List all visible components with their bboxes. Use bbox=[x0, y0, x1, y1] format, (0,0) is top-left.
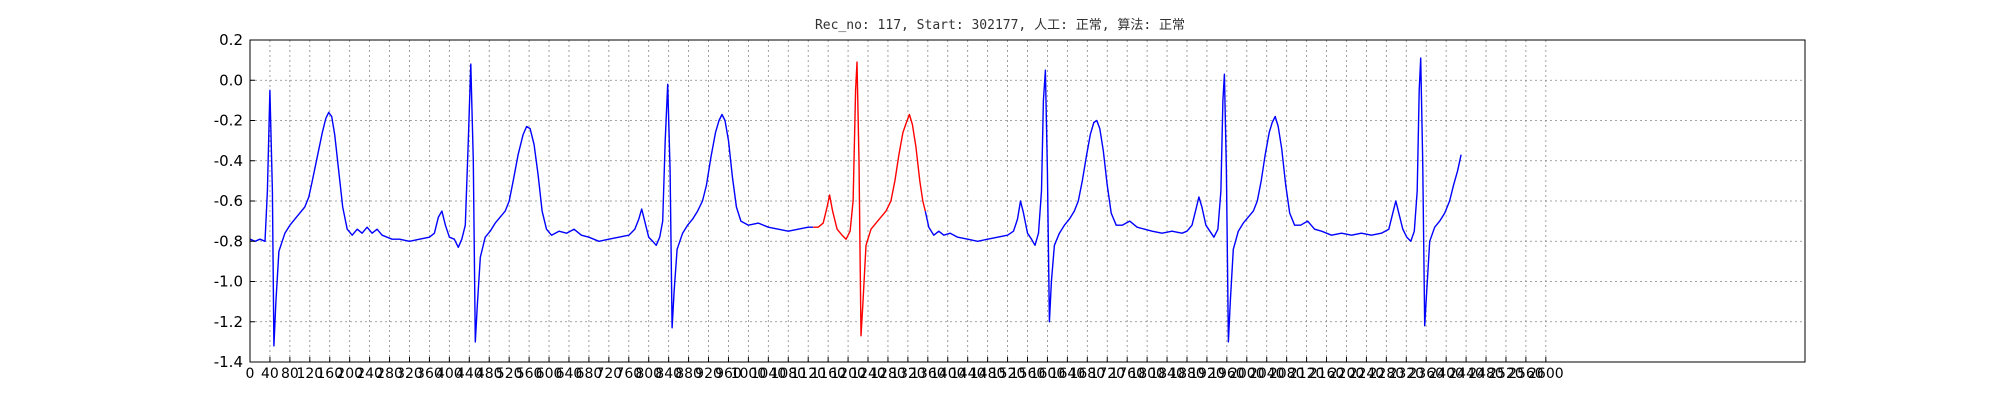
x-tick-label: 800 bbox=[635, 366, 662, 382]
x-tick-label: 960 bbox=[715, 366, 742, 382]
x-tick-label: 2600 bbox=[1528, 366, 1564, 382]
x-tick-label: 1000 bbox=[731, 366, 767, 382]
x-tick-label: 80 bbox=[281, 366, 299, 382]
y-tick-label: 0.2 bbox=[219, 31, 243, 49]
ecg-series-line-1 bbox=[813, 61, 926, 337]
y-tick-label: -1.0 bbox=[214, 273, 243, 291]
x-tick-label: 2360 bbox=[1408, 366, 1444, 382]
ecg-series-line-0 bbox=[249, 63, 814, 347]
x-tick-label: 1880 bbox=[1169, 366, 1205, 382]
x-tick-label: 1920 bbox=[1189, 366, 1225, 382]
x-tick-label: 1400 bbox=[930, 366, 966, 382]
x-tick-label: 520 bbox=[496, 366, 523, 382]
x-tick-label: 1040 bbox=[751, 366, 787, 382]
x-tick-label: 1960 bbox=[1209, 366, 1245, 382]
x-tick-label: 1720 bbox=[1089, 366, 1125, 382]
x-tick-label: 1440 bbox=[950, 366, 986, 382]
x-tick-label: 2560 bbox=[1508, 366, 1544, 382]
x-tick-label: 2160 bbox=[1309, 366, 1345, 382]
x-tick-label: 400 bbox=[436, 366, 463, 382]
x-tick-label: 2280 bbox=[1369, 366, 1405, 382]
y-tick-label: -0.6 bbox=[214, 192, 243, 210]
x-tick-label: 1560 bbox=[1010, 366, 1046, 382]
x-tick-label: 920 bbox=[695, 366, 722, 382]
y-axis: -1.4 -1.2 -1.0 -0.8 -0.6 -0.4 -0.2 0.0 0.2 bbox=[214, 31, 255, 371]
x-tick-label: 2120 bbox=[1289, 366, 1325, 382]
x-tick-label: 760 bbox=[615, 366, 642, 382]
x-tick-label: 1360 bbox=[910, 366, 946, 382]
x-tick-label: 1120 bbox=[790, 366, 826, 382]
x-tick-label: 2240 bbox=[1349, 366, 1385, 382]
x-tick-label: 2200 bbox=[1329, 366, 1365, 382]
x-tick-label: 2040 bbox=[1249, 366, 1285, 382]
x-tick-label: 600 bbox=[536, 366, 563, 382]
x-tick-label: 120 bbox=[296, 366, 323, 382]
x-tick-label: 200 bbox=[336, 366, 363, 382]
x-tick-label: 2320 bbox=[1388, 366, 1424, 382]
x-tick-label: 1240 bbox=[850, 366, 886, 382]
x-tick-label: 1320 bbox=[890, 366, 926, 382]
x-tick-label: 40 bbox=[261, 366, 279, 382]
chart-title: Rec_no: 117, Start: 302177, 人工: 正常, 算法: … bbox=[815, 18, 1185, 33]
x-tick-label: 2480 bbox=[1468, 366, 1504, 382]
x-tick-label: 1520 bbox=[990, 366, 1026, 382]
x-tick-label: 2000 bbox=[1229, 366, 1265, 382]
ecg-series-line-2 bbox=[924, 57, 1462, 343]
x-tick-label: 360 bbox=[416, 366, 443, 382]
x-tick-label: 880 bbox=[675, 366, 702, 382]
x-tick-label: 1840 bbox=[1149, 366, 1185, 382]
x-tick-label: 1200 bbox=[830, 366, 866, 382]
x-tick-label: 680 bbox=[576, 366, 603, 382]
x-tick-label: 480 bbox=[476, 366, 503, 382]
x-tick-label: 2400 bbox=[1428, 366, 1464, 382]
x-tick-label: 1640 bbox=[1050, 366, 1086, 382]
x-tick-label: 280 bbox=[376, 366, 403, 382]
x-tick-label: 1480 bbox=[970, 366, 1006, 382]
x-tick-label: 840 bbox=[655, 366, 682, 382]
y-tick-label: -1.2 bbox=[214, 313, 243, 331]
x-tick-label: 0 bbox=[246, 366, 255, 382]
x-tick-label: 640 bbox=[556, 366, 583, 382]
x-tick-label: 2080 bbox=[1269, 366, 1305, 382]
x-tick-label: 1800 bbox=[1129, 366, 1165, 382]
y-tick-label: -0.8 bbox=[214, 232, 243, 250]
x-tick-label: 1760 bbox=[1109, 366, 1145, 382]
x-tick-label: 2520 bbox=[1488, 366, 1524, 382]
x-tick-label: 1080 bbox=[770, 366, 806, 382]
x-axis: 0 40 8012016020024028032036040044048052056… bbox=[246, 357, 1564, 382]
x-tick-label: 320 bbox=[396, 366, 423, 382]
x-tick-label: 560 bbox=[516, 366, 543, 382]
x-tick-label: 240 bbox=[356, 366, 383, 382]
x-tick-label: 160 bbox=[316, 366, 343, 382]
x-tick-label: 440 bbox=[456, 366, 483, 382]
y-tick-label: -1.4 bbox=[214, 353, 243, 371]
series-group bbox=[249, 57, 1462, 347]
x-tick-label: 1600 bbox=[1030, 366, 1066, 382]
x-tick-label: 720 bbox=[595, 366, 622, 382]
x-tick-label: 1680 bbox=[1069, 366, 1105, 382]
y-tick-label: -0.4 bbox=[214, 152, 243, 170]
x-tick-label: 2440 bbox=[1448, 366, 1484, 382]
x-tick-label: 1280 bbox=[870, 366, 906, 382]
y-tick-label: 0.0 bbox=[219, 71, 243, 89]
y-tick-label: -0.2 bbox=[214, 112, 243, 130]
x-tick-label: 1160 bbox=[810, 366, 846, 382]
